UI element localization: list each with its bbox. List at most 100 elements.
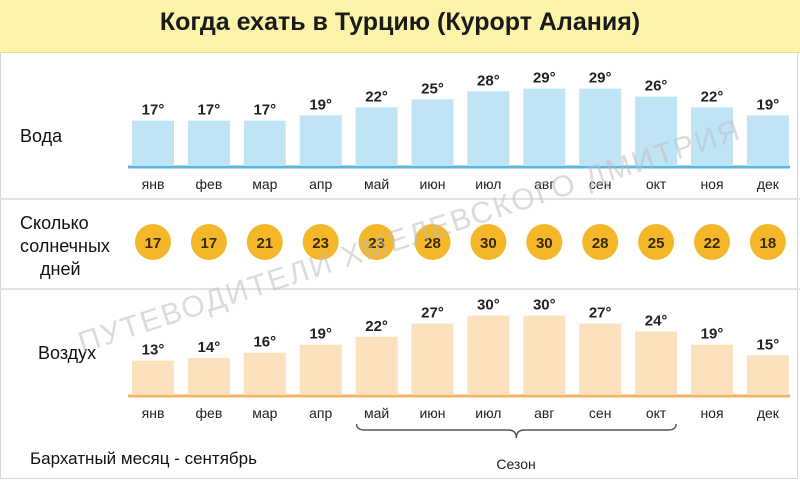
air-bar	[635, 331, 678, 395]
water-value-label: 17°	[253, 102, 276, 119]
air-month-label: сен	[589, 405, 612, 421]
air-value-label: 30°	[477, 297, 500, 314]
water-month-label: фев	[196, 176, 223, 192]
sunny-days-circle	[302, 224, 339, 260]
air-month-label: ноя	[700, 405, 723, 421]
velvet-month-note: Бархатный месяц - сентябрь	[30, 449, 257, 468]
water-value-label: 19°	[309, 96, 332, 113]
water-month-label: дек	[757, 176, 780, 192]
water-month-label: апр	[309, 176, 332, 192]
air-value-label: 19°	[309, 326, 332, 343]
sunny-days-circle	[582, 224, 619, 260]
water-month-label: окт	[646, 176, 667, 192]
water-value-label: 25°	[421, 80, 444, 97]
air-bar	[467, 315, 510, 395]
water-month-label: мар	[252, 176, 277, 192]
water-value-label: 22°	[365, 88, 388, 105]
water-value-label: 29°	[533, 70, 556, 87]
sunny-days-circle	[246, 224, 283, 260]
water-bar	[299, 115, 342, 166]
air-bar	[746, 355, 789, 395]
air-bar	[355, 336, 398, 395]
air-month-label: янв	[142, 405, 165, 421]
air-month-label: окт	[646, 405, 667, 421]
air-bar	[523, 315, 566, 395]
water-month-label: июл	[475, 176, 501, 192]
air-month-label: фев	[196, 405, 223, 421]
water-value-label: 29°	[589, 70, 612, 87]
page-title: Когда ехать в Турцию (Курорт Алания)	[159, 8, 641, 36]
air-value-label: 24°	[645, 313, 668, 330]
title-bar: Когда ехать в Турцию (Курорт Алания)	[0, 0, 800, 53]
water-value-label: 28°	[477, 72, 500, 89]
water-bar	[691, 107, 733, 166]
sun-row-label-line2: солнечных	[20, 236, 110, 256]
sunny-days-value: 30	[536, 235, 553, 252]
air-value-label: 27°	[421, 305, 444, 322]
air-value-label: 30°	[533, 297, 556, 314]
sunny-days-value: 18	[760, 235, 777, 252]
sunny-days-value: 25	[648, 235, 665, 252]
water-bar	[187, 120, 230, 166]
sunny-days-circle	[135, 224, 171, 260]
air-row-label: Воздух	[38, 343, 97, 363]
air-value-label: 14°	[198, 339, 221, 356]
sun-row-label-line1: Сколько	[20, 213, 89, 233]
section-divider	[0, 198, 800, 200]
air-value-label: 19°	[701, 326, 724, 343]
air-bar	[132, 360, 174, 395]
sunny-days-circle	[414, 224, 451, 260]
water-bar	[579, 88, 622, 166]
water-value-label: 17°	[142, 102, 165, 119]
water-value-label: 19°	[757, 96, 780, 113]
water-month-label: май	[364, 176, 389, 192]
air-value-label: 22°	[365, 318, 388, 335]
air-month-label: авг	[534, 405, 554, 421]
air-month-label: апр	[309, 405, 332, 421]
air-value-label: 27°	[589, 305, 612, 322]
air-bar	[579, 323, 622, 395]
air-value-label: 15°	[757, 336, 780, 353]
water-bar	[746, 115, 789, 166]
sunny-days-circle	[694, 224, 730, 260]
sunny-days-circle	[749, 224, 786, 260]
air-value-label: 13°	[142, 342, 165, 359]
water-bar	[467, 91, 510, 166]
sunny-days-value: 23	[368, 235, 385, 252]
air-bar	[187, 357, 230, 395]
sunny-days-value: 17	[145, 235, 162, 252]
sunny-days-circle	[190, 224, 227, 260]
water-row-label: Вода	[20, 126, 63, 146]
water-bar	[635, 96, 678, 166]
water-bar	[523, 88, 566, 166]
sunny-days-value: 28	[424, 235, 441, 252]
air-month-label: июн	[419, 405, 445, 421]
sunny-days-value: 28	[592, 235, 609, 252]
sunny-days-value: 17	[201, 235, 218, 252]
sun-row-label-line3: дней	[40, 259, 81, 279]
sunny-days-circle	[470, 224, 507, 260]
air-bar	[411, 323, 454, 395]
water-value-label: 26°	[645, 78, 668, 95]
sunny-days-value: 30	[480, 235, 497, 252]
water-month-label: янв	[142, 176, 165, 192]
water-bar	[243, 120, 286, 166]
water-month-label: июн	[419, 176, 445, 192]
sunny-days-value: 22	[704, 235, 721, 252]
air-bar	[691, 344, 733, 395]
air-month-label: июл	[475, 405, 501, 421]
air-bar	[299, 344, 342, 395]
water-value-label: 17°	[198, 102, 221, 119]
water-value-label: 22°	[701, 88, 724, 105]
season-bracket	[355, 423, 677, 439]
air-bar	[243, 352, 286, 395]
water-month-label: ноя	[700, 176, 723, 192]
sunny-days-value: 23	[312, 235, 329, 252]
air-value-label: 16°	[253, 334, 276, 351]
water-bar	[355, 107, 398, 166]
sunny-days-circle	[526, 224, 563, 260]
air-month-label: дек	[757, 405, 780, 421]
water-bar	[132, 120, 174, 166]
season-label: Сезон	[496, 456, 536, 472]
